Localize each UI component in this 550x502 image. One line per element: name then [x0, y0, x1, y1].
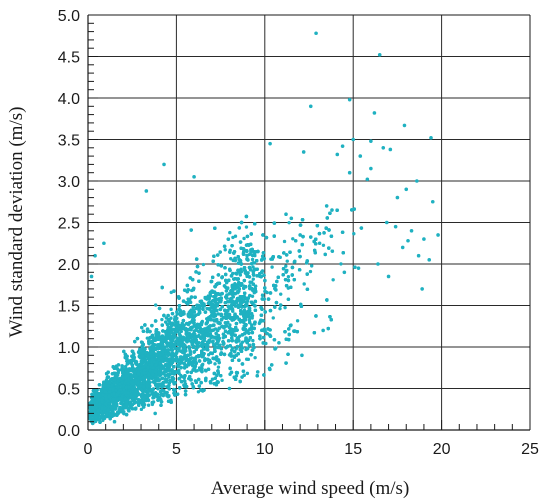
data-point [223, 248, 227, 252]
data-point [271, 316, 275, 320]
data-point [197, 340, 201, 345]
data-point [231, 309, 235, 313]
data-point [233, 234, 238, 238]
data-point [285, 259, 289, 263]
data-point [283, 305, 287, 310]
data-point [244, 225, 249, 229]
data-point [253, 355, 257, 360]
data-point [250, 257, 255, 262]
data-point [223, 321, 227, 325]
data-point [154, 332, 158, 336]
data-point [196, 390, 201, 394]
data-point [231, 235, 235, 240]
data-point [287, 220, 291, 225]
data-point [145, 330, 149, 334]
data-point [284, 264, 288, 268]
data-point [279, 292, 283, 296]
data-point [169, 307, 173, 312]
data-point [210, 377, 215, 381]
data-point [270, 265, 274, 269]
data-point [229, 257, 233, 261]
data-point [291, 237, 295, 241]
data-point [245, 371, 250, 376]
data-point [247, 252, 252, 257]
data-point [321, 243, 326, 247]
data-point [201, 262, 206, 267]
data-point [244, 357, 249, 361]
data-point [310, 264, 314, 268]
data-point [295, 319, 300, 323]
data-point [216, 312, 221, 316]
data-point [302, 282, 306, 286]
data-point [228, 230, 232, 235]
data-point [238, 273, 243, 277]
data-point [282, 239, 287, 244]
data-point [139, 407, 144, 412]
data-point [352, 232, 356, 236]
data-point [250, 311, 254, 316]
data-point [286, 274, 291, 279]
data-point [195, 368, 199, 373]
data-point [179, 374, 184, 379]
data-point [249, 323, 254, 327]
data-point [216, 365, 221, 369]
data-point [308, 269, 313, 274]
data-point [220, 378, 224, 383]
data-point [339, 262, 343, 266]
data-point [170, 311, 175, 316]
data-point [146, 403, 151, 407]
data-point [278, 306, 282, 311]
data-points [88, 31, 440, 426]
data-point [145, 336, 150, 340]
data-point [251, 338, 255, 343]
data-point [264, 341, 268, 346]
data-point [153, 303, 158, 307]
data-point [331, 278, 335, 282]
data-point [169, 290, 173, 295]
data-point [188, 300, 193, 305]
data-point [160, 317, 164, 322]
data-point [169, 316, 173, 320]
data-point [251, 277, 255, 281]
data-point [250, 294, 255, 298]
data-point [213, 362, 217, 366]
data-point [242, 236, 246, 241]
